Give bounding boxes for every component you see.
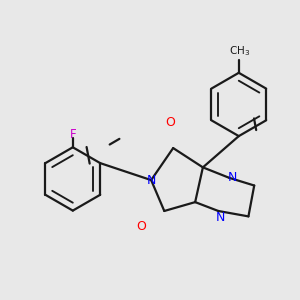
Text: N: N [216, 212, 225, 224]
Text: O: O [136, 220, 146, 233]
Text: N: N [227, 170, 237, 184]
Text: CH$_3$: CH$_3$ [229, 45, 250, 58]
Text: F: F [70, 128, 76, 141]
Text: O: O [165, 116, 175, 129]
Text: N: N [146, 174, 156, 187]
